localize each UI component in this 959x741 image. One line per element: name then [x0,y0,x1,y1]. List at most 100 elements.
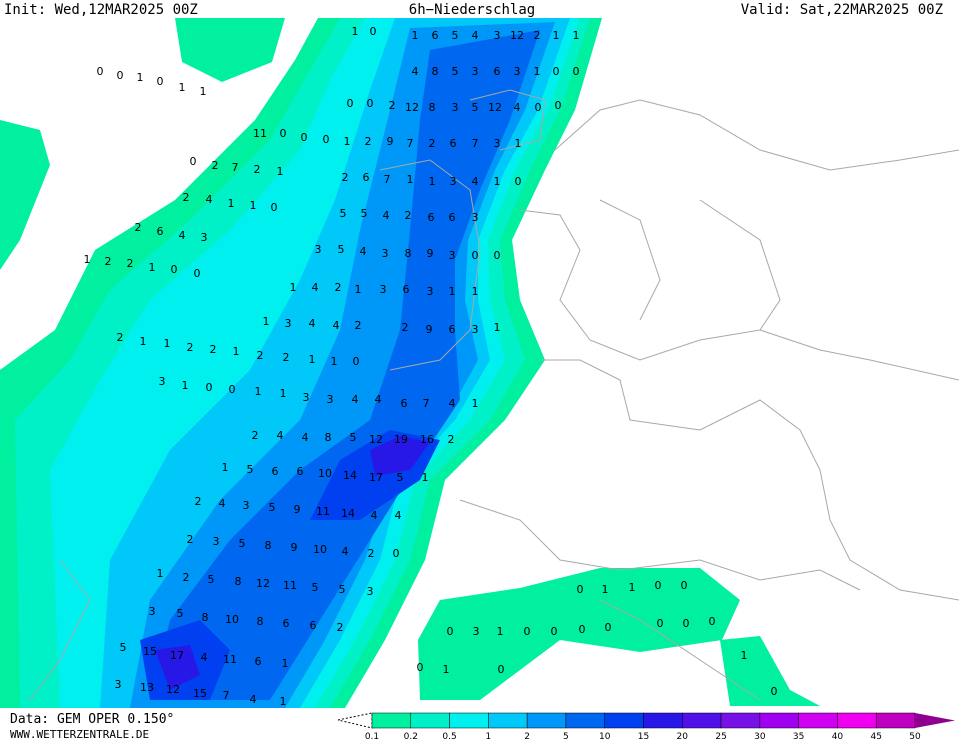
precip-value: 5 [247,463,254,476]
precip-value: 1 [344,135,351,148]
precip-value: 6 [297,465,304,478]
precip-value: 4 [206,193,213,206]
legend-label: 40 [832,732,844,741]
precip-value: 1 [602,583,609,596]
precip-value: 1 [443,663,450,676]
border [699,199,781,331]
legend-swatch [565,712,605,729]
precip-value: 1 [741,649,748,662]
precip-value: 1 [429,175,436,188]
precip-value: 4 [449,397,456,410]
legend-label: 10 [599,732,611,741]
borders [29,89,959,701]
precip-value: 1 [494,321,501,334]
precip-value: 3 [380,283,387,296]
precip-value: 0 [323,133,330,146]
precip-value: 0 [97,65,104,78]
precip-value: 6 [283,617,290,630]
precip-value: 3 [472,65,479,78]
precip-value: 0 [353,355,360,368]
precip-value: 19 [394,433,408,446]
precip-value: 2 [252,429,259,442]
precip-value: 0 [498,663,505,676]
precip-value: 5 [338,243,345,256]
precip-value: 2 [127,257,134,270]
precip-value: 0 [683,617,690,630]
precip-value: 3 [514,65,521,78]
precip-value: 3 [452,101,459,114]
precip-value: 4 [375,393,382,406]
legend-label: 5 [563,732,569,741]
precip-value: 5 [312,581,319,594]
legend: 0.1 0.2 0.5 1 2 5 10 15 20 25 30 35 40 45 50 [365,712,955,741]
precip-value: 4 [371,509,378,522]
precip-value: 10 [318,467,332,480]
precip-value: 0 [577,583,584,596]
precip-value: 5 [350,431,357,444]
precip-value: 3 [449,249,456,262]
precip-value: 11 [253,127,267,140]
precip-value: 5 [340,207,347,220]
precip-value: 9 [291,541,298,554]
precip-value: 1 [472,397,479,410]
legend-arrow [337,712,373,729]
precip-value: 4 [412,65,419,78]
precip-value: 15 [193,687,207,700]
legend-label: 20 [677,732,689,741]
legend-swatch [915,713,955,728]
precip-value: 6 [494,65,501,78]
precip-value: 1 [352,25,359,38]
precip-value: 1 [182,379,189,392]
precip-value: 4 [514,101,521,114]
border [519,209,959,381]
precip-value: 8 [265,539,272,552]
precip-value: 3 [327,393,334,406]
precip-value: 1 [494,175,501,188]
precip-value: 4 [472,175,479,188]
precip-value: 6 [401,397,408,410]
precip-value: 3 [213,535,220,548]
precip-value: 5 [339,583,346,596]
precip-value: 3 [472,323,479,336]
precip-value: 6 [310,619,317,632]
precip-value: 0 [206,381,213,394]
legend-label: 25 [715,732,726,741]
precip-value: 0 [190,155,197,168]
precip-value: 1 [515,137,522,150]
border [540,359,959,601]
precip-value: 0 [579,623,586,636]
precip-value: 4 [360,245,367,258]
precip-value: 4 [352,393,359,406]
precip-value: 3 [473,625,480,638]
precip-value: 0 [535,101,542,114]
precip-value: 2 [183,191,190,204]
precipitation-field [0,18,820,708]
precip-value: 9 [387,135,394,148]
precip-value: 1 [200,85,207,98]
precip-value: 3 [115,678,122,691]
precip-value: 3 [303,391,310,404]
precip-value: 6 [255,655,262,668]
precip-value: 6 [449,323,456,336]
precip-value: 12 [488,101,502,114]
precip-value: 6 [363,171,370,184]
precip-value: 1 [179,81,186,94]
legend-swatch [410,712,450,729]
precip-value: 2 [337,621,344,634]
legend-label: 35 [793,732,804,741]
precip-value: 2 [335,281,342,294]
precip-value: 1 [277,165,284,178]
precip-value: 0 [655,579,662,592]
precip-value: 0 [555,99,562,112]
precip-value: 4 [250,693,257,706]
precip-value: 0 [117,69,124,82]
precip-value: 5 [472,101,479,114]
precip-value: 2 [212,159,219,172]
precip-value: 0 [573,65,580,78]
precip-value: 2 [117,331,124,344]
website: WWW.WETTERZENTRALE.DE [10,728,149,741]
precip-value: 5 [120,641,127,654]
precip-value: 1 [412,29,419,42]
precip-value: 1 [573,29,580,42]
precip-value: 6 [403,283,410,296]
